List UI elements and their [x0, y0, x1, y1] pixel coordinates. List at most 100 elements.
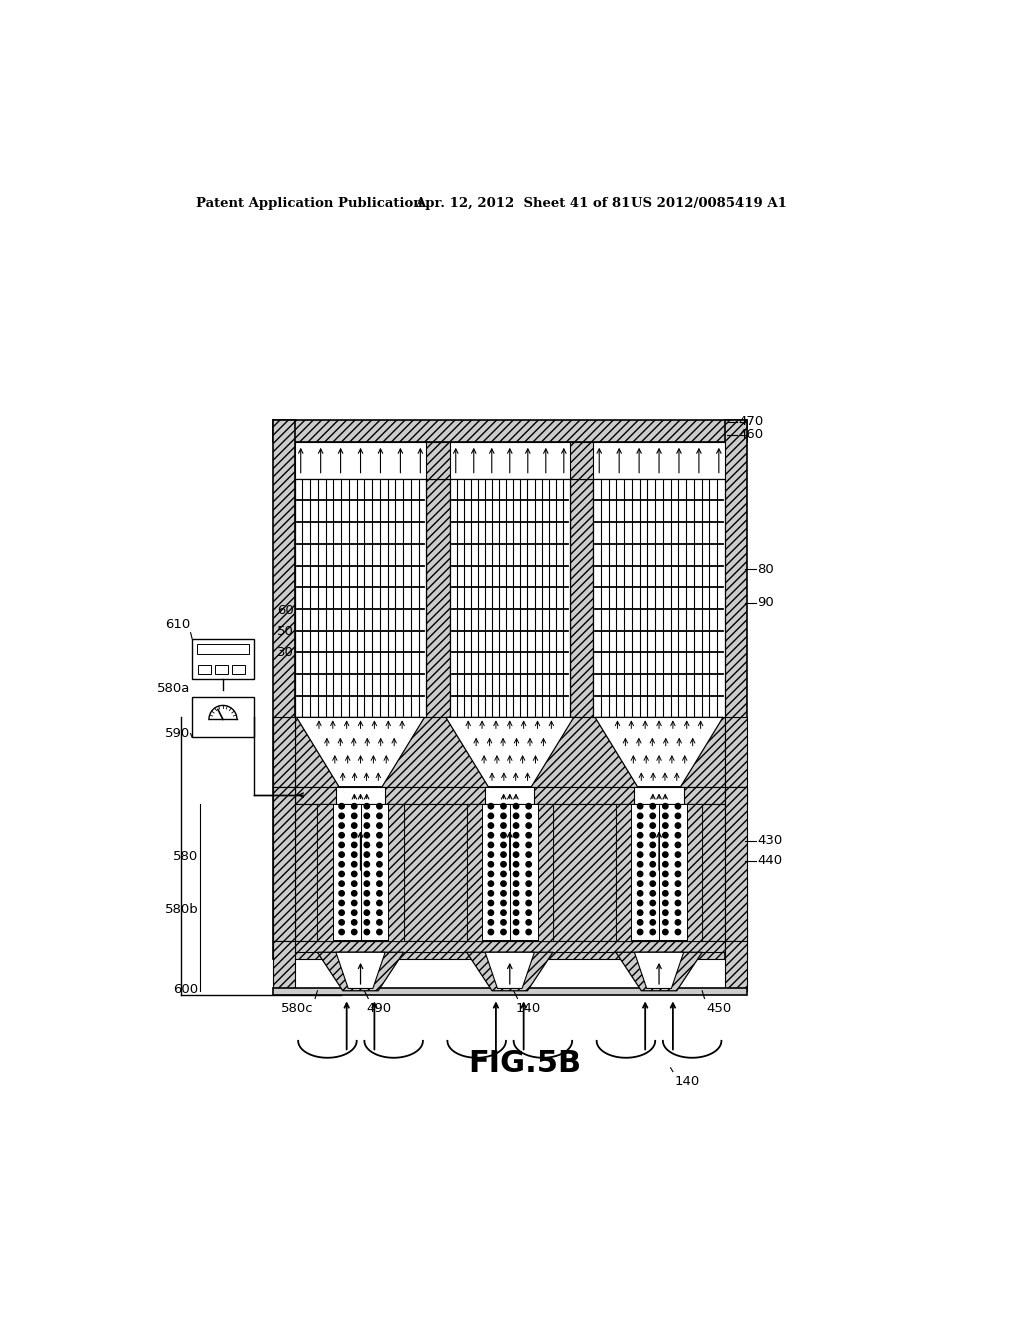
- Circle shape: [675, 909, 681, 915]
- Circle shape: [351, 822, 357, 828]
- Circle shape: [675, 862, 681, 867]
- Bar: [333, 804, 388, 940]
- Bar: [273, 878, 746, 960]
- Circle shape: [663, 909, 668, 915]
- Circle shape: [663, 871, 668, 876]
- Circle shape: [663, 891, 668, 896]
- Circle shape: [663, 822, 668, 828]
- Circle shape: [663, 929, 668, 935]
- Text: 600: 600: [173, 982, 199, 995]
- Polygon shape: [297, 718, 424, 787]
- Circle shape: [675, 813, 681, 818]
- Circle shape: [663, 880, 668, 886]
- Circle shape: [513, 909, 519, 915]
- Circle shape: [638, 862, 643, 867]
- Circle shape: [650, 871, 655, 876]
- Circle shape: [351, 920, 357, 925]
- Circle shape: [526, 900, 531, 906]
- Circle shape: [339, 862, 344, 867]
- Text: FIG.5B: FIG.5B: [468, 1048, 582, 1077]
- Circle shape: [501, 909, 506, 915]
- Bar: [450, 479, 570, 718]
- Text: 90: 90: [758, 597, 774, 610]
- Text: 50: 50: [276, 624, 294, 638]
- Circle shape: [377, 833, 382, 838]
- Circle shape: [513, 920, 519, 925]
- Circle shape: [377, 862, 382, 867]
- Circle shape: [513, 862, 519, 867]
- Text: 140: 140: [516, 1002, 542, 1015]
- Circle shape: [513, 833, 519, 838]
- Text: 440: 440: [758, 854, 782, 867]
- Circle shape: [339, 929, 344, 935]
- Circle shape: [526, 842, 531, 847]
- Circle shape: [351, 842, 357, 847]
- Circle shape: [638, 833, 643, 838]
- Circle shape: [377, 880, 382, 886]
- Circle shape: [675, 871, 681, 876]
- Circle shape: [526, 920, 531, 925]
- Bar: [295, 479, 427, 718]
- Circle shape: [365, 880, 370, 886]
- Text: 80: 80: [758, 562, 774, 576]
- Bar: [199, 665, 211, 675]
- Bar: [317, 804, 333, 941]
- Circle shape: [526, 871, 531, 876]
- Circle shape: [638, 813, 643, 818]
- Bar: [725, 941, 746, 991]
- Bar: [273, 787, 295, 941]
- Bar: [725, 420, 746, 960]
- Bar: [317, 804, 403, 941]
- Circle shape: [526, 813, 531, 818]
- Bar: [295, 718, 725, 787]
- Circle shape: [650, 909, 655, 915]
- Circle shape: [501, 929, 506, 935]
- Circle shape: [675, 929, 681, 935]
- Polygon shape: [445, 718, 573, 787]
- Bar: [615, 804, 632, 941]
- Circle shape: [488, 880, 494, 886]
- Circle shape: [638, 920, 643, 925]
- Circle shape: [526, 929, 531, 935]
- Circle shape: [488, 851, 494, 857]
- Bar: [273, 941, 295, 991]
- Circle shape: [526, 880, 531, 886]
- Circle shape: [638, 909, 643, 915]
- Circle shape: [513, 900, 519, 906]
- Circle shape: [675, 833, 681, 838]
- Circle shape: [365, 920, 370, 925]
- Circle shape: [339, 842, 344, 847]
- Circle shape: [675, 804, 681, 809]
- Circle shape: [638, 842, 643, 847]
- Circle shape: [526, 891, 531, 896]
- Circle shape: [351, 862, 357, 867]
- Circle shape: [526, 804, 531, 809]
- Circle shape: [488, 871, 494, 876]
- Circle shape: [501, 880, 506, 886]
- Circle shape: [501, 851, 506, 857]
- Circle shape: [650, 862, 655, 867]
- Text: 460: 460: [739, 428, 764, 441]
- Circle shape: [377, 813, 382, 818]
- Circle shape: [526, 822, 531, 828]
- Text: 60: 60: [278, 603, 294, 616]
- Text: 490: 490: [367, 1002, 392, 1015]
- Circle shape: [377, 842, 382, 847]
- Bar: [687, 804, 702, 941]
- Circle shape: [377, 871, 382, 876]
- Circle shape: [488, 909, 494, 915]
- Circle shape: [488, 920, 494, 925]
- Bar: [273, 420, 746, 442]
- Text: 430: 430: [758, 834, 782, 847]
- Circle shape: [339, 920, 344, 925]
- Polygon shape: [595, 718, 723, 787]
- Circle shape: [339, 822, 344, 828]
- Circle shape: [638, 822, 643, 828]
- Circle shape: [501, 891, 506, 896]
- Text: 580: 580: [173, 850, 199, 862]
- Circle shape: [650, 804, 655, 809]
- Text: 590: 590: [165, 727, 190, 741]
- Polygon shape: [467, 952, 553, 991]
- Bar: [232, 665, 245, 675]
- Bar: [336, 787, 385, 804]
